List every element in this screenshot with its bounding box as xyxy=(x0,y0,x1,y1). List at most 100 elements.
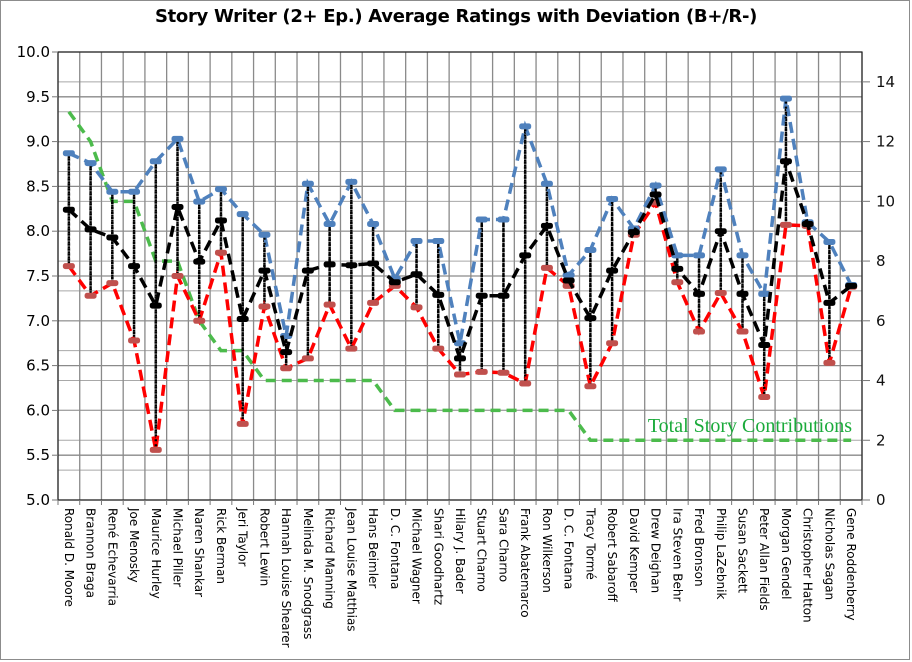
data-point-upper xyxy=(519,123,532,130)
x-tick-label: D. C. Fontana xyxy=(562,508,576,589)
data-point-lower xyxy=(432,345,445,352)
left-axis-ticks: 10.0 9.5 9.0 8.5 8.0 7.5 7.0 6.5 6.0 5.5 5.0 xyxy=(17,43,58,509)
x-tick-label: D. C. Fontana xyxy=(388,508,402,589)
data-point-average xyxy=(193,258,206,265)
data-point-lower xyxy=(193,317,206,324)
x-tick-label: Christopher Hatton xyxy=(801,508,815,623)
data-point-lower xyxy=(214,249,227,256)
data-point-lower xyxy=(367,299,380,306)
y-tick-label: 7.0 xyxy=(26,312,50,330)
data-point-upper xyxy=(562,272,575,279)
series-line-upper xyxy=(68,98,853,344)
data-point-average xyxy=(475,292,488,299)
data-point-average xyxy=(714,228,727,235)
data-point-upper xyxy=(736,252,749,259)
data-point-upper xyxy=(84,160,97,167)
y2-tick-label: 8 xyxy=(876,252,886,270)
data-point-upper xyxy=(301,180,314,187)
x-tick-label: Robert Lewin xyxy=(257,508,271,586)
x-tick-label: Hannah Louise Shearer xyxy=(279,508,293,648)
data-point-lower xyxy=(280,365,293,372)
x-tick-label: Stuart Charno xyxy=(475,508,489,592)
data-point-average xyxy=(258,267,271,274)
data-point-upper xyxy=(497,216,510,223)
data-point-lower xyxy=(323,301,336,308)
x-tick-label: Gene Roddenberry xyxy=(844,508,858,621)
x-tick-label: Richard Manning xyxy=(323,508,337,609)
data-point-lower xyxy=(62,263,75,270)
x-tick-label: Nicholas Sagan xyxy=(822,508,836,600)
y-tick-label: 9.0 xyxy=(26,133,50,151)
data-point-lower xyxy=(258,303,271,310)
data-point-average xyxy=(823,299,836,306)
data-point-upper xyxy=(149,158,162,165)
data-point-lower xyxy=(345,345,358,352)
data-point-lower xyxy=(84,292,97,299)
data-point-average xyxy=(454,355,466,362)
data-point-average xyxy=(606,267,619,274)
data-point-upper xyxy=(779,95,792,102)
x-tick-label: Frank Abatemarco xyxy=(518,508,532,618)
x-tick-label: Michael Piller xyxy=(171,508,185,587)
y-tick-label: 6.0 xyxy=(26,401,50,419)
x-tick-label: René Echevarria xyxy=(105,508,119,606)
data-point-upper xyxy=(475,216,488,223)
data-point-upper xyxy=(323,221,336,228)
x-tick-label: Robert Sabaroff xyxy=(605,508,619,603)
data-point-lower xyxy=(106,280,119,287)
y2-tick-label: 10 xyxy=(876,192,895,210)
data-point-upper xyxy=(214,186,227,193)
data-point-average xyxy=(323,261,336,268)
x-tick-label: Michael Wagner xyxy=(410,508,424,604)
x-tick-label: Melinda M. Snodgrass xyxy=(301,508,315,639)
x-tick-label: Morgan Gendel xyxy=(779,508,793,599)
data-point-upper xyxy=(236,211,249,218)
data-point-upper xyxy=(171,135,184,142)
data-point-upper xyxy=(345,178,358,185)
data-point-lower xyxy=(606,340,619,347)
data-point-upper xyxy=(649,182,662,189)
x-tick-label: Rick Berman xyxy=(214,508,228,584)
right-axis-ticks: 14 12 10 8 6 4 2 0 xyxy=(862,73,895,509)
data-point-lower xyxy=(584,383,597,390)
series-line-average xyxy=(67,160,853,364)
data-point-lower xyxy=(475,368,488,375)
data-point-lower xyxy=(410,304,423,311)
x-tick-label: Drew Deighan xyxy=(649,508,663,593)
legend-total-story-contributions: Total Story Contributions xyxy=(648,415,852,437)
y-tick-label: 10.0 xyxy=(17,43,50,61)
x-tick-label: Ira Steven Behr xyxy=(670,508,684,601)
data-point-lower xyxy=(671,279,684,286)
data-point-average xyxy=(845,282,858,289)
data-point-lower xyxy=(736,328,749,335)
y-tick-label: 5.5 xyxy=(26,446,50,464)
series-line-lower xyxy=(67,198,853,451)
data-point-upper xyxy=(540,180,553,187)
x-tick-label: Susan Sackett xyxy=(735,508,749,593)
data-point-upper xyxy=(367,221,380,228)
y-tick-label: 6.5 xyxy=(26,357,50,375)
data-point-lower xyxy=(236,420,249,427)
y2-tick-label: 2 xyxy=(876,431,886,449)
data-point-average xyxy=(84,226,97,233)
data-point-upper xyxy=(432,238,445,245)
y2-tick-label: 4 xyxy=(876,372,886,390)
data-point-upper xyxy=(693,252,706,259)
x-tick-label: Joe Menosky xyxy=(127,507,141,583)
y-tick-label: 9.5 xyxy=(26,88,50,106)
data-point-lower xyxy=(149,446,162,453)
data-point-average xyxy=(562,277,575,284)
y-tick-label: 7.5 xyxy=(26,267,50,285)
data-point-lower xyxy=(497,369,510,376)
data-point-upper xyxy=(606,195,619,202)
data-point-upper xyxy=(823,238,836,245)
data-point-average xyxy=(62,206,75,213)
series-line-total-story-contributions xyxy=(67,110,852,443)
data-point-upper xyxy=(258,231,271,238)
data-point-upper xyxy=(758,290,771,297)
y-tick-label: 5.0 xyxy=(26,491,50,509)
y-tick-label: 8.5 xyxy=(26,177,50,195)
data-point-upper xyxy=(193,198,206,205)
y2-tick-label: 12 xyxy=(876,133,895,151)
